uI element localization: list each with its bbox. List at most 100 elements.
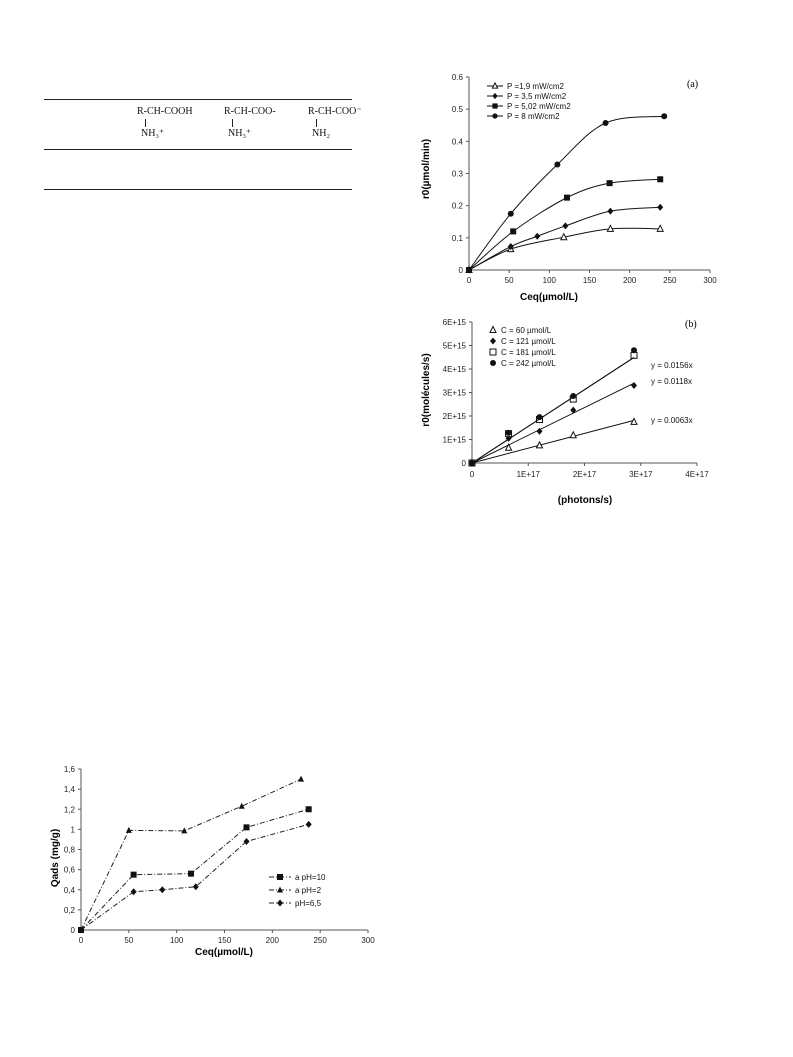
x-tick-label: 200 bbox=[266, 936, 280, 945]
panel-label: (b) bbox=[685, 319, 697, 330]
x-tick-label: 150 bbox=[583, 276, 597, 285]
y-axis-label: Qads (mg/g) bbox=[50, 829, 61, 887]
y-tick-label: 0.4 bbox=[452, 137, 464, 146]
plot-area: 0 1E+17 2E+17 3E+17 4E+17 0 1E+15 2E+15 3E+15 4E+… bbox=[443, 318, 710, 479]
data-point bbox=[630, 417, 638, 425]
legend-marker bbox=[492, 103, 498, 109]
legend-marker bbox=[491, 81, 499, 89]
data-point bbox=[631, 381, 637, 389]
legend-marker bbox=[492, 113, 498, 119]
data-point bbox=[505, 429, 512, 436]
legend-marker bbox=[490, 360, 496, 366]
series-line bbox=[80, 823, 309, 931]
legend-label: P = 3,5 mW/cm2 bbox=[507, 92, 567, 101]
y-tick-label: 0 bbox=[462, 459, 467, 468]
trend-line bbox=[471, 382, 635, 464]
x-tick-label: 250 bbox=[313, 936, 327, 945]
y-axis-label: r0(µmol/min) bbox=[421, 139, 432, 199]
x-tick-label: 100 bbox=[170, 936, 184, 945]
species-amine: NH₂ bbox=[312, 128, 330, 139]
legend-marker bbox=[277, 886, 283, 893]
y-tick-label: 0.2 bbox=[452, 202, 464, 211]
y-tick-label: 6E+15 bbox=[443, 318, 467, 327]
y-axis-label: r0(molécules/s) bbox=[421, 353, 432, 426]
series-line bbox=[468, 206, 661, 271]
x-tick-label: 2E+17 bbox=[573, 470, 597, 479]
legend-label: P =1,9 mW/cm2 bbox=[507, 82, 565, 91]
data-point bbox=[602, 119, 609, 126]
data-point bbox=[564, 194, 571, 201]
data-point bbox=[554, 161, 561, 168]
data-point bbox=[125, 826, 132, 833]
x-tick-label: 0 bbox=[467, 276, 472, 285]
x-tick-label: 3E+17 bbox=[629, 470, 653, 479]
species-formula: R-CH-COOH bbox=[137, 106, 193, 117]
legend-label: pH=6,5 bbox=[295, 899, 322, 908]
data-point bbox=[657, 176, 664, 183]
y-tick-label: 1,2 bbox=[64, 805, 76, 814]
trendline-equation: y = 0.0156x bbox=[651, 361, 693, 370]
y-tick-label: 0.5 bbox=[452, 105, 464, 114]
y-tick-label: 1,6 bbox=[64, 765, 76, 774]
data-point bbox=[559, 232, 568, 241]
y-tick-label: 0,6 bbox=[64, 866, 76, 875]
chart-b-rate-vs-photons: (b) r0(molécules/s) (photons/s) 0 1E+17 2E… bbox=[421, 318, 710, 506]
y-tick-label: 0,4 bbox=[64, 886, 76, 895]
data-point bbox=[298, 775, 305, 782]
data-point bbox=[606, 180, 613, 187]
data-point bbox=[656, 224, 665, 232]
y-tick-label: 0 bbox=[71, 926, 76, 935]
y-tick-label: 4E+15 bbox=[443, 365, 467, 374]
data-point bbox=[534, 232, 541, 240]
data-point bbox=[305, 806, 312, 813]
x-tick-label: 0 bbox=[470, 470, 475, 479]
bond-line bbox=[316, 119, 317, 127]
y-tick-label: 0.6 bbox=[452, 73, 464, 82]
legend-label: P = 8 mW/cm2 bbox=[507, 112, 560, 121]
table-top-rule bbox=[44, 99, 352, 100]
y-tick-label: 1 bbox=[71, 825, 76, 834]
chart-a-rate-vs-ceq: (a) r0(µmol/min) Ceq(µmol/L) 0 50 100 150 20… bbox=[421, 73, 717, 303]
x-tick-label: 200 bbox=[623, 276, 637, 285]
data-point bbox=[536, 414, 543, 421]
plot-area: 0 50 100 150 200 250 300 0 0.1 0.2 0.3 0.4 0.5 0.6 P =… bbox=[452, 73, 717, 285]
bond-line bbox=[145, 119, 146, 127]
data-point bbox=[466, 267, 472, 273]
legend-label: C = 242 µmol/L bbox=[501, 359, 556, 368]
species-formula: R-CH-COO- bbox=[224, 106, 276, 117]
x-tick-label: 0 bbox=[79, 936, 84, 945]
data-point bbox=[243, 837, 250, 845]
x-tick-label: 50 bbox=[124, 936, 133, 945]
data-point bbox=[507, 243, 514, 251]
y-tick-label: 1E+15 bbox=[443, 436, 467, 445]
trend-line bbox=[471, 419, 635, 464]
legend-marker bbox=[277, 899, 283, 907]
data-point bbox=[192, 883, 199, 891]
data-point bbox=[130, 888, 137, 896]
y-tick-label: 0,8 bbox=[64, 846, 76, 855]
series-line bbox=[80, 778, 302, 931]
x-axis-label: Ceq(µmol/L) bbox=[520, 292, 578, 303]
data-point bbox=[570, 406, 577, 414]
table-bottom-rule bbox=[44, 189, 352, 190]
legend-label: C = 60 µmol/L bbox=[501, 326, 552, 335]
series-line bbox=[80, 808, 309, 931]
data-point bbox=[507, 210, 514, 217]
data-point bbox=[569, 430, 578, 439]
data-point bbox=[305, 820, 312, 828]
data-point bbox=[181, 827, 188, 834]
legend-marker bbox=[492, 92, 498, 100]
trendline-equation: y = 0.0118x bbox=[651, 377, 692, 386]
y-tick-label: 1,4 bbox=[64, 785, 76, 794]
data-point bbox=[536, 427, 543, 435]
y-tick-label: 0 bbox=[459, 266, 464, 275]
legend-marker bbox=[489, 348, 497, 356]
y-tick-label: 0,2 bbox=[64, 906, 76, 915]
x-tick-label: 150 bbox=[218, 936, 232, 945]
data-point bbox=[657, 203, 664, 211]
y-tick-label: 2E+15 bbox=[443, 412, 467, 421]
data-point bbox=[78, 926, 84, 934]
species-cell: R-CH-COO- NH₃⁺ bbox=[224, 106, 276, 140]
x-tick-label: 4E+17 bbox=[685, 470, 709, 479]
x-tick-label: 300 bbox=[703, 276, 717, 285]
